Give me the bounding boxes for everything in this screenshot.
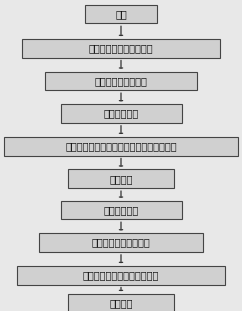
- Text: 线圈精细建模: 线圈精细建模: [103, 109, 139, 118]
- FancyBboxPatch shape: [60, 104, 182, 123]
- FancyBboxPatch shape: [39, 233, 203, 252]
- Text: 变压器静态工作点求解: 变压器静态工作点求解: [92, 238, 150, 248]
- FancyBboxPatch shape: [60, 201, 182, 219]
- Text: 线圈子域耦合: 线圈子域耦合: [103, 205, 139, 215]
- Text: 网格剖分: 网格剖分: [109, 174, 133, 184]
- Text: 能量扰动法计算电感参数矩阵: 能量扰动法计算电感参数矩阵: [83, 270, 159, 280]
- FancyBboxPatch shape: [4, 137, 238, 156]
- Text: 开始: 开始: [115, 9, 127, 19]
- FancyBboxPatch shape: [85, 5, 157, 23]
- Text: 输入线圈连接方式、短路类型、故障点位置: 输入线圈连接方式、短路类型、故障点位置: [65, 141, 177, 151]
- Text: 铁区及空气隙区建模: 铁区及空气隙区建模: [95, 76, 147, 86]
- FancyBboxPatch shape: [22, 39, 220, 58]
- FancyBboxPatch shape: [68, 294, 174, 311]
- FancyBboxPatch shape: [17, 266, 225, 285]
- Text: 读入变压器几何结构数据: 读入变压器几何结构数据: [89, 43, 153, 53]
- FancyBboxPatch shape: [68, 169, 174, 188]
- Text: 数据输出: 数据输出: [109, 298, 133, 308]
- FancyBboxPatch shape: [45, 72, 197, 90]
